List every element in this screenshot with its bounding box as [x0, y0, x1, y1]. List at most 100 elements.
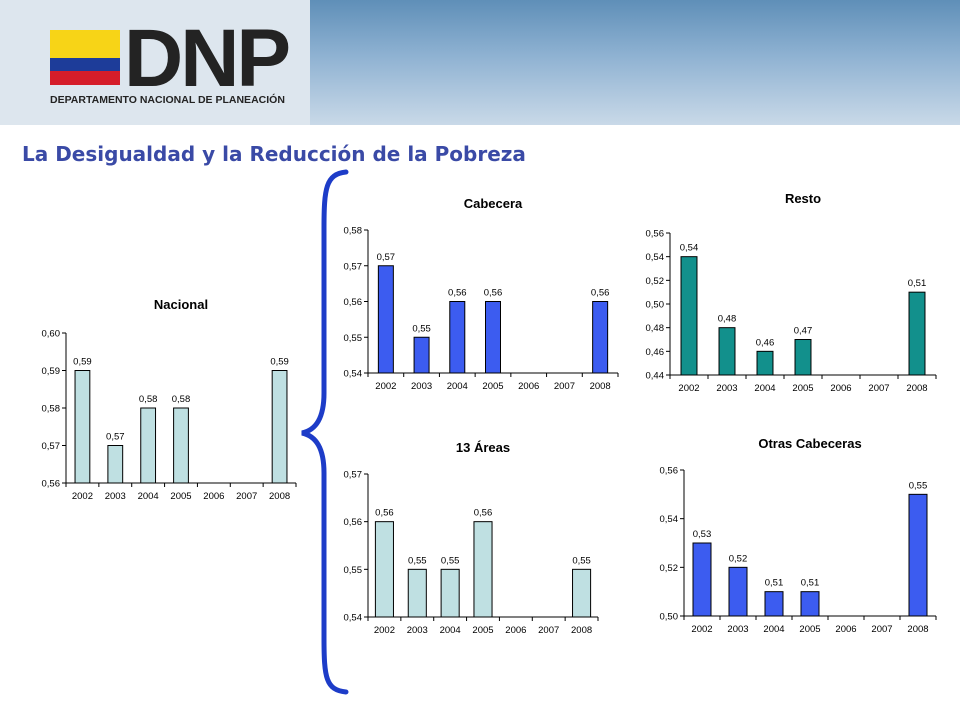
x-tick-label: 2003 [407, 625, 428, 636]
logo-subtitle: DEPARTAMENTO NACIONAL DE PLANEACIÓN [50, 94, 285, 106]
chart-title: 13 Áreas [456, 440, 510, 455]
data-label: 0,47 [794, 326, 813, 337]
x-tick-label: 2006 [518, 381, 539, 392]
logo-area: DNP DEPARTAMENTO NACIONAL DE PLANEACIÓN [0, 0, 310, 125]
bar [908, 291, 926, 376]
data-label: 0,56 [474, 508, 493, 519]
x-tick-label: 2006 [830, 383, 851, 394]
x-tick-label: 2004 [447, 381, 468, 392]
y-tick-label: 0,60 [42, 329, 61, 340]
y-tick-label: 0,56 [646, 229, 665, 240]
y-tick-label: 0,54 [646, 252, 665, 263]
y-tick-label: 0,56 [344, 297, 363, 308]
chart-cabecera: Cabecera 0,54 0,55 0,56 0,57 0,58 2002 2003 2004… [344, 196, 619, 392]
data-label: 0,58 [139, 394, 158, 405]
x-tick-label: 2005 [799, 624, 820, 635]
chart-otras-cabeceras: Otras Cabeceras 0,50 0,52 0,54 0,56 2002 2003 2… [660, 436, 937, 635]
x-tick-label: 2004 [440, 625, 461, 636]
x-tick-label: 2008 [907, 624, 928, 635]
x-tick-label: 2007 [871, 624, 892, 635]
x-tick-label: 2007 [538, 625, 559, 636]
data-label: 0,59 [73, 357, 92, 368]
bar [908, 493, 928, 617]
bar [592, 301, 609, 374]
x-tick-label: 2005 [472, 625, 493, 636]
chart-resto: Resto 0,44 0,46 0,48 0,50 0,52 0,54 0,56 2002 200… [646, 191, 937, 394]
bar [485, 301, 501, 374]
data-label: 0,57 [377, 252, 396, 263]
data-label: 0,56 [484, 288, 503, 299]
bar [140, 407, 157, 484]
data-label: 0,56 [375, 508, 394, 519]
x-tick-label: 2003 [411, 381, 432, 392]
x-tick-label: 2003 [105, 491, 126, 502]
data-label: 0,54 [680, 243, 699, 254]
y-tick-label: 0,56 [344, 517, 363, 528]
bar [718, 327, 736, 376]
y-tick-label: 0,55 [344, 565, 363, 576]
y-tick-label: 0,48 [646, 323, 665, 334]
x-tick-label: 2008 [571, 625, 592, 636]
x-tick-label: 2005 [482, 381, 503, 392]
chart-title: Resto [785, 191, 821, 206]
bar [107, 445, 124, 484]
x-tick-label: 2006 [203, 491, 224, 502]
x-tick-label: 2007 [554, 381, 575, 392]
y-tick-label: 0,54 [344, 369, 363, 380]
chart-title: Nacional [154, 297, 208, 312]
y-tick-label: 0,52 [660, 563, 679, 574]
y-tick-label: 0,44 [646, 371, 665, 382]
y-tick-label: 0,54 [660, 514, 679, 525]
y-tick-label: 0,50 [660, 612, 679, 623]
x-tick-label: 2002 [375, 381, 396, 392]
x-tick-label: 2002 [374, 625, 395, 636]
chart-nacional: Nacional 0,56 0,57 0,58 0,59 0,60 2002 2003 2004… [42, 297, 297, 502]
x-tick-label: 2002 [691, 624, 712, 635]
x-tick-label: 2004 [138, 491, 159, 502]
x-tick-label: 2004 [754, 383, 775, 394]
data-label: 0,55 [441, 555, 460, 566]
bar [413, 336, 430, 374]
y-tick-label: 0,52 [646, 276, 665, 287]
data-label: 0,56 [591, 288, 610, 299]
bar [800, 591, 820, 617]
y-tick-label: 0,58 [344, 226, 363, 237]
data-label: 0,53 [693, 529, 712, 540]
x-tick-label: 2003 [716, 383, 737, 394]
data-label: 0,48 [718, 314, 737, 325]
colombia-flag-icon [50, 30, 120, 85]
bar [440, 568, 460, 618]
bar [173, 407, 189, 484]
x-tick-label: 2003 [727, 624, 748, 635]
x-tick-label: 2002 [72, 491, 93, 502]
bar [271, 370, 288, 484]
data-label: 0,57 [106, 432, 125, 443]
data-label: 0,55 [412, 323, 431, 334]
bar [377, 265, 394, 374]
x-tick-label: 2007 [236, 491, 257, 502]
data-label: 0,58 [172, 394, 191, 405]
y-tick-label: 0,57 [42, 441, 61, 452]
x-tick-label: 2008 [906, 383, 927, 394]
x-tick-label: 2002 [678, 383, 699, 394]
bar [449, 301, 466, 374]
data-label: 0,55 [572, 555, 591, 566]
chart-title: Otras Cabeceras [758, 436, 861, 451]
bar [473, 521, 493, 618]
x-tick-label: 2008 [269, 491, 290, 502]
data-label: 0,55 [909, 480, 928, 491]
data-label: 0,52 [729, 553, 748, 564]
data-label: 0,46 [756, 337, 775, 348]
x-tick-label: 2006 [505, 625, 526, 636]
x-tick-label: 2004 [763, 624, 784, 635]
x-tick-label: 2005 [792, 383, 813, 394]
data-label: 0,51 [908, 278, 927, 289]
x-tick-label: 2008 [590, 381, 611, 392]
data-label: 0,51 [801, 578, 820, 589]
y-tick-label: 0,58 [42, 404, 61, 415]
x-tick-label: 2005 [170, 491, 191, 502]
y-tick-label: 0,46 [646, 347, 665, 358]
bar [764, 591, 784, 617]
slide-title: La Desigualdad y la Reducción de la Pobr… [22, 142, 526, 166]
bar [728, 566, 748, 617]
